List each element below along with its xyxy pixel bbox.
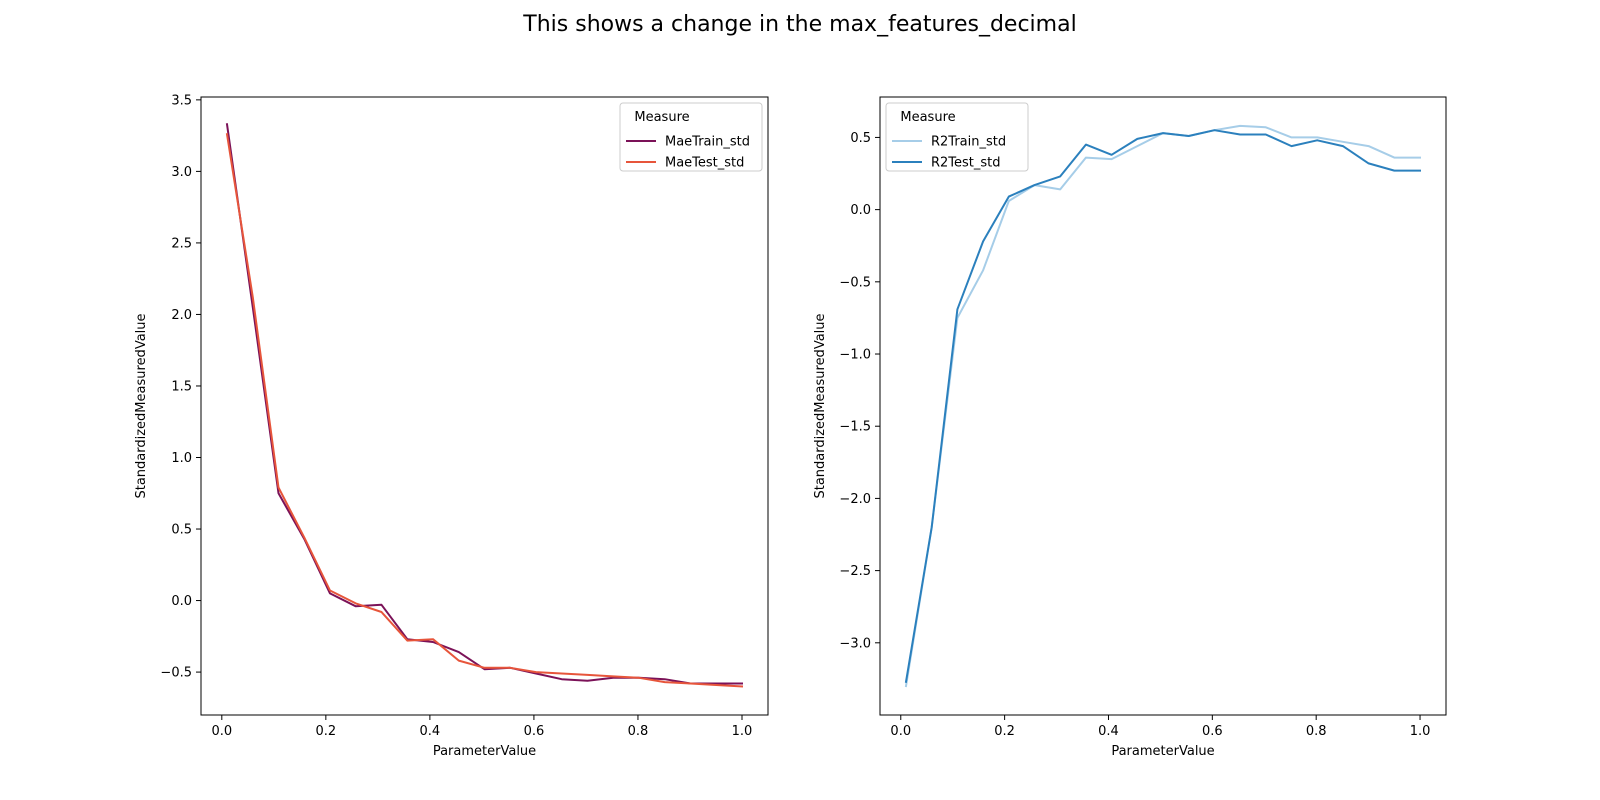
x-tick-label: 0.6 xyxy=(1202,724,1223,739)
x-tick-label: 0.0 xyxy=(211,724,232,739)
y-tick-label: −3.0 xyxy=(839,636,871,651)
right-chart-panel: 0.0 0.2 0.4 0.6 0.8 1.0 −3.0 −2.5 −2.0 −1.5 −1.0 −0… xyxy=(813,96,1447,759)
x-tick-label: 0.8 xyxy=(628,724,649,739)
y-tick-label: 0.5 xyxy=(171,523,192,538)
y-tick-label: 0.0 xyxy=(171,594,192,609)
x-tick-label: 0.2 xyxy=(316,724,337,739)
legend-title: Measure xyxy=(634,110,689,125)
y-tick-label: −0.5 xyxy=(839,275,871,290)
x-axis-label: ParameterValue xyxy=(1111,744,1214,759)
x-tick-label: 1.0 xyxy=(732,724,753,739)
y-tick-label: 1.5 xyxy=(171,379,192,394)
y-tick-label: 2.0 xyxy=(171,308,192,323)
legend-label: MaeTest_std xyxy=(665,156,744,171)
x-tick-label: 0.8 xyxy=(1306,724,1327,739)
y-axis-label: StandardizedMeasuredValue xyxy=(813,313,828,498)
x-tick-label: 0.4 xyxy=(420,724,441,739)
y-tick-label: 0.5 xyxy=(850,131,871,146)
x-tick-label: 0.0 xyxy=(890,724,911,739)
legend-box xyxy=(885,102,1029,172)
legend-box xyxy=(619,102,763,172)
series-line-R2Train_std xyxy=(904,124,1421,688)
y-tick-label: −1.0 xyxy=(839,348,871,363)
legend: Measure MaeTrain_std MaeTest_std xyxy=(619,102,763,172)
y-tick-label: 1.0 xyxy=(171,451,192,466)
x-tick-label: 0.4 xyxy=(1098,724,1119,739)
y-tick-label: 0.0 xyxy=(850,203,871,218)
series-line-R2Test_std xyxy=(904,129,1421,683)
x-tick-label: 1.0 xyxy=(1410,724,1431,739)
y-tick-label: −0.5 xyxy=(160,666,192,681)
y-tick-label: 2.5 xyxy=(171,236,192,251)
series-line-MaeTest_std xyxy=(225,133,744,688)
y-tick-label: −1.5 xyxy=(839,420,871,435)
x-axis-label: ParameterValue xyxy=(433,744,536,759)
x-tick-label: 0.6 xyxy=(524,724,545,739)
plot-frame xyxy=(879,96,1447,716)
figure-title: This shows a change in the max_features_… xyxy=(522,12,1076,37)
x-tick-label: 0.2 xyxy=(994,724,1015,739)
legend: Measure R2Train_std R2Test_std xyxy=(885,102,1029,172)
y-tick-label: −2.5 xyxy=(839,564,871,579)
legend-label: MaeTrain_std xyxy=(665,135,750,150)
y-tick-label: −2.0 xyxy=(839,492,871,507)
left-chart-panel: 0.0 0.2 0.4 0.6 0.8 1.0 −0.5 0.0 0.5 1.0 1.5 2.0 2.5… xyxy=(134,93,769,759)
legend-title: Measure xyxy=(900,110,955,125)
y-tick-label: 3.5 xyxy=(171,93,192,108)
plot-frame xyxy=(200,96,769,716)
series-line-MaeTrain_std xyxy=(225,123,743,685)
y-tick-label: 3.0 xyxy=(171,165,192,180)
legend-label: R2Test_std xyxy=(931,156,1001,171)
y-axis-label: StandardizedMeasuredValue xyxy=(134,313,149,498)
legend-label: R2Train_std xyxy=(931,135,1006,150)
